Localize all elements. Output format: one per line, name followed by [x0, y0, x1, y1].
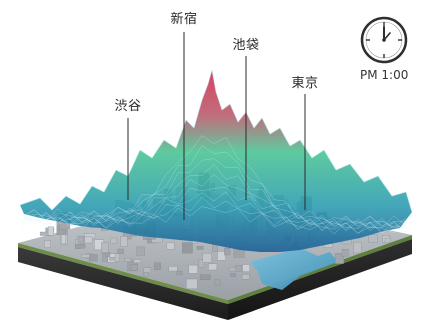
building — [102, 252, 108, 262]
building — [101, 242, 109, 253]
label-shinjuku: 新宿 — [170, 12, 198, 27]
surface-grid-line — [21, 135, 407, 228]
building — [182, 242, 193, 254]
building — [176, 271, 183, 276]
building — [124, 257, 132, 262]
building — [235, 265, 243, 272]
building — [368, 234, 378, 243]
building — [61, 234, 66, 245]
building — [166, 242, 175, 250]
building — [242, 264, 250, 272]
surface-grid-line — [21, 158, 407, 229]
clock-time-label: PM 1:00 — [360, 68, 409, 82]
building — [341, 249, 349, 257]
surface-fill — [20, 70, 412, 252]
surface-grid-line — [21, 164, 407, 231]
building — [84, 236, 93, 244]
building — [217, 251, 226, 261]
water-area — [250, 248, 338, 290]
ground-soil-left — [18, 247, 228, 320]
building — [168, 266, 178, 272]
population-surface — [19, 69, 413, 252]
building — [133, 259, 141, 263]
surface-wire — [19, 69, 413, 213]
building — [136, 246, 145, 256]
building — [117, 248, 124, 255]
building — [202, 253, 212, 263]
building — [105, 252, 111, 257]
label-tokyo: 東京 — [291, 76, 319, 91]
building — [110, 237, 118, 244]
building — [384, 237, 391, 243]
building — [114, 253, 120, 262]
building — [224, 248, 231, 256]
building — [154, 262, 161, 270]
building — [214, 279, 221, 286]
building — [334, 253, 344, 264]
building — [109, 257, 116, 261]
building — [188, 264, 198, 274]
building — [47, 226, 54, 236]
building — [241, 274, 250, 280]
building — [77, 235, 85, 244]
building — [130, 264, 138, 271]
surface-grid-line — [21, 145, 407, 229]
building — [353, 241, 362, 254]
ground-soil-right — [228, 239, 412, 320]
surface-grid-line — [21, 191, 407, 234]
leader-lines — [127, 32, 306, 220]
building — [230, 273, 236, 277]
building — [44, 240, 51, 248]
building — [75, 243, 86, 249]
building — [208, 263, 218, 271]
building — [81, 254, 90, 258]
building — [120, 236, 128, 247]
building — [199, 274, 211, 280]
surface-grid-line — [21, 186, 407, 233]
label-ikebukuro: 池袋 — [232, 38, 260, 53]
surface-grid-line — [21, 174, 407, 231]
label-shibuya: 渋谷 — [114, 99, 142, 114]
ground-grass-edge-left — [18, 243, 228, 304]
building — [89, 254, 98, 262]
building — [186, 278, 198, 289]
building — [143, 272, 149, 277]
building — [198, 259, 205, 268]
surface-grid — [21, 135, 407, 235]
building — [196, 246, 204, 250]
surface-grid-line — [21, 206, 407, 235]
surface-grid-line — [21, 196, 407, 234]
clock-icon — [360, 16, 408, 64]
